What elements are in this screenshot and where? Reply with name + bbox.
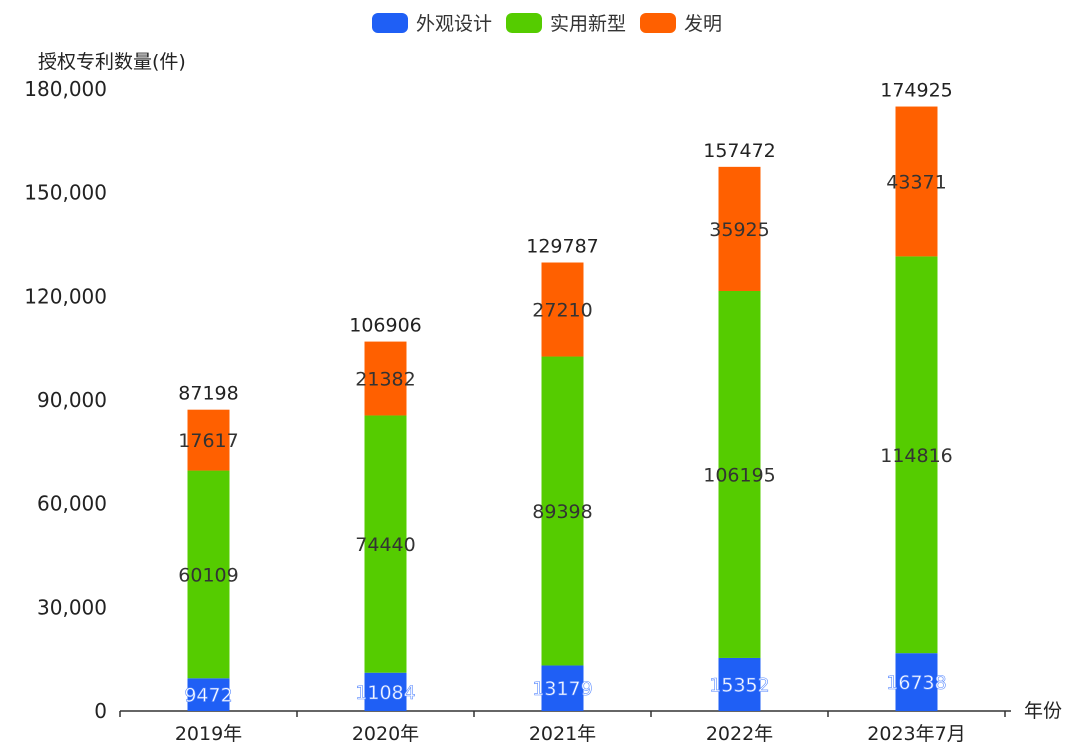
data-label: 60109 xyxy=(178,564,238,586)
y-tick-label: 60,000 xyxy=(37,492,107,516)
total-label: 87198 xyxy=(178,383,238,405)
data-label: 114816 xyxy=(880,445,953,467)
data-label: 9472 xyxy=(184,685,232,707)
bar-segment-design xyxy=(541,665,584,711)
data-label: 35925 xyxy=(709,219,769,241)
data-label: 11084 xyxy=(355,682,415,704)
data-label: 27210 xyxy=(532,300,592,322)
y-tick-label: 150,000 xyxy=(24,181,107,205)
x-axis-title: 年份 xyxy=(1024,700,1063,722)
bar-segment-invention xyxy=(895,106,938,257)
y-tick-label: 0 xyxy=(94,699,107,723)
data-label: 21382 xyxy=(355,369,415,391)
legend-item-invention[interactable]: 发明 xyxy=(640,9,722,36)
total-label: 106906 xyxy=(349,315,422,337)
legend-item-design[interactable]: 外观设计 xyxy=(372,9,492,36)
x-tick-label: 2023年7月 xyxy=(867,723,965,745)
legend-item-utility[interactable]: 实用新型 xyxy=(506,9,626,36)
legend-label-design: 外观设计 xyxy=(416,13,493,35)
data-label: 13179 xyxy=(532,678,592,700)
y-tick-label: 30,000 xyxy=(37,595,107,619)
bar-segment-invention xyxy=(541,262,584,357)
legend-swatch-utility xyxy=(506,12,543,33)
chart-legend: 外观设计 实用新型 发明 xyxy=(372,9,736,36)
x-tick-label: 2022年 xyxy=(706,723,773,745)
total-label: 129787 xyxy=(526,236,599,258)
bar-segment-design xyxy=(895,653,938,711)
total-label: 157472 xyxy=(703,140,776,162)
x-tick-label: 2020年 xyxy=(352,723,419,745)
data-label: 17617 xyxy=(178,430,238,452)
data-label: 74440 xyxy=(355,534,415,556)
bar-segment-utility xyxy=(364,415,407,673)
bar-segment-invention xyxy=(364,341,407,416)
bar-segment-design xyxy=(364,672,407,711)
bar-segment-utility xyxy=(187,470,230,679)
bar-segment-utility xyxy=(541,356,584,666)
legend-label-utility: 实用新型 xyxy=(550,13,627,35)
bar-segment-invention xyxy=(718,166,761,291)
y-tick-label: 180,000 xyxy=(24,77,107,101)
data-label: 15352 xyxy=(709,674,769,696)
data-label: 106195 xyxy=(703,464,776,486)
y-axis-title: 授权专利数量(件) xyxy=(38,51,186,73)
x-tick-label: 2021年 xyxy=(529,723,596,745)
total-label: 174925 xyxy=(880,80,953,102)
y-tick-label: 90,000 xyxy=(37,388,107,412)
bar-segment-design xyxy=(187,678,230,711)
data-label: 16738 xyxy=(886,672,946,694)
x-tick-label: 2019年 xyxy=(175,723,242,745)
legend-swatch-invention xyxy=(640,12,677,33)
bar-segment-utility xyxy=(895,256,938,654)
legend-label-invention: 发明 xyxy=(684,13,723,35)
bar-segment-utility xyxy=(718,290,761,658)
bar-segment-design xyxy=(718,657,761,711)
bar-segment-invention xyxy=(187,409,230,471)
data-label: 43371 xyxy=(886,171,946,193)
legend-swatch-design xyxy=(372,12,408,33)
data-label: 89398 xyxy=(532,501,592,523)
y-tick-label: 120,000 xyxy=(24,284,107,308)
